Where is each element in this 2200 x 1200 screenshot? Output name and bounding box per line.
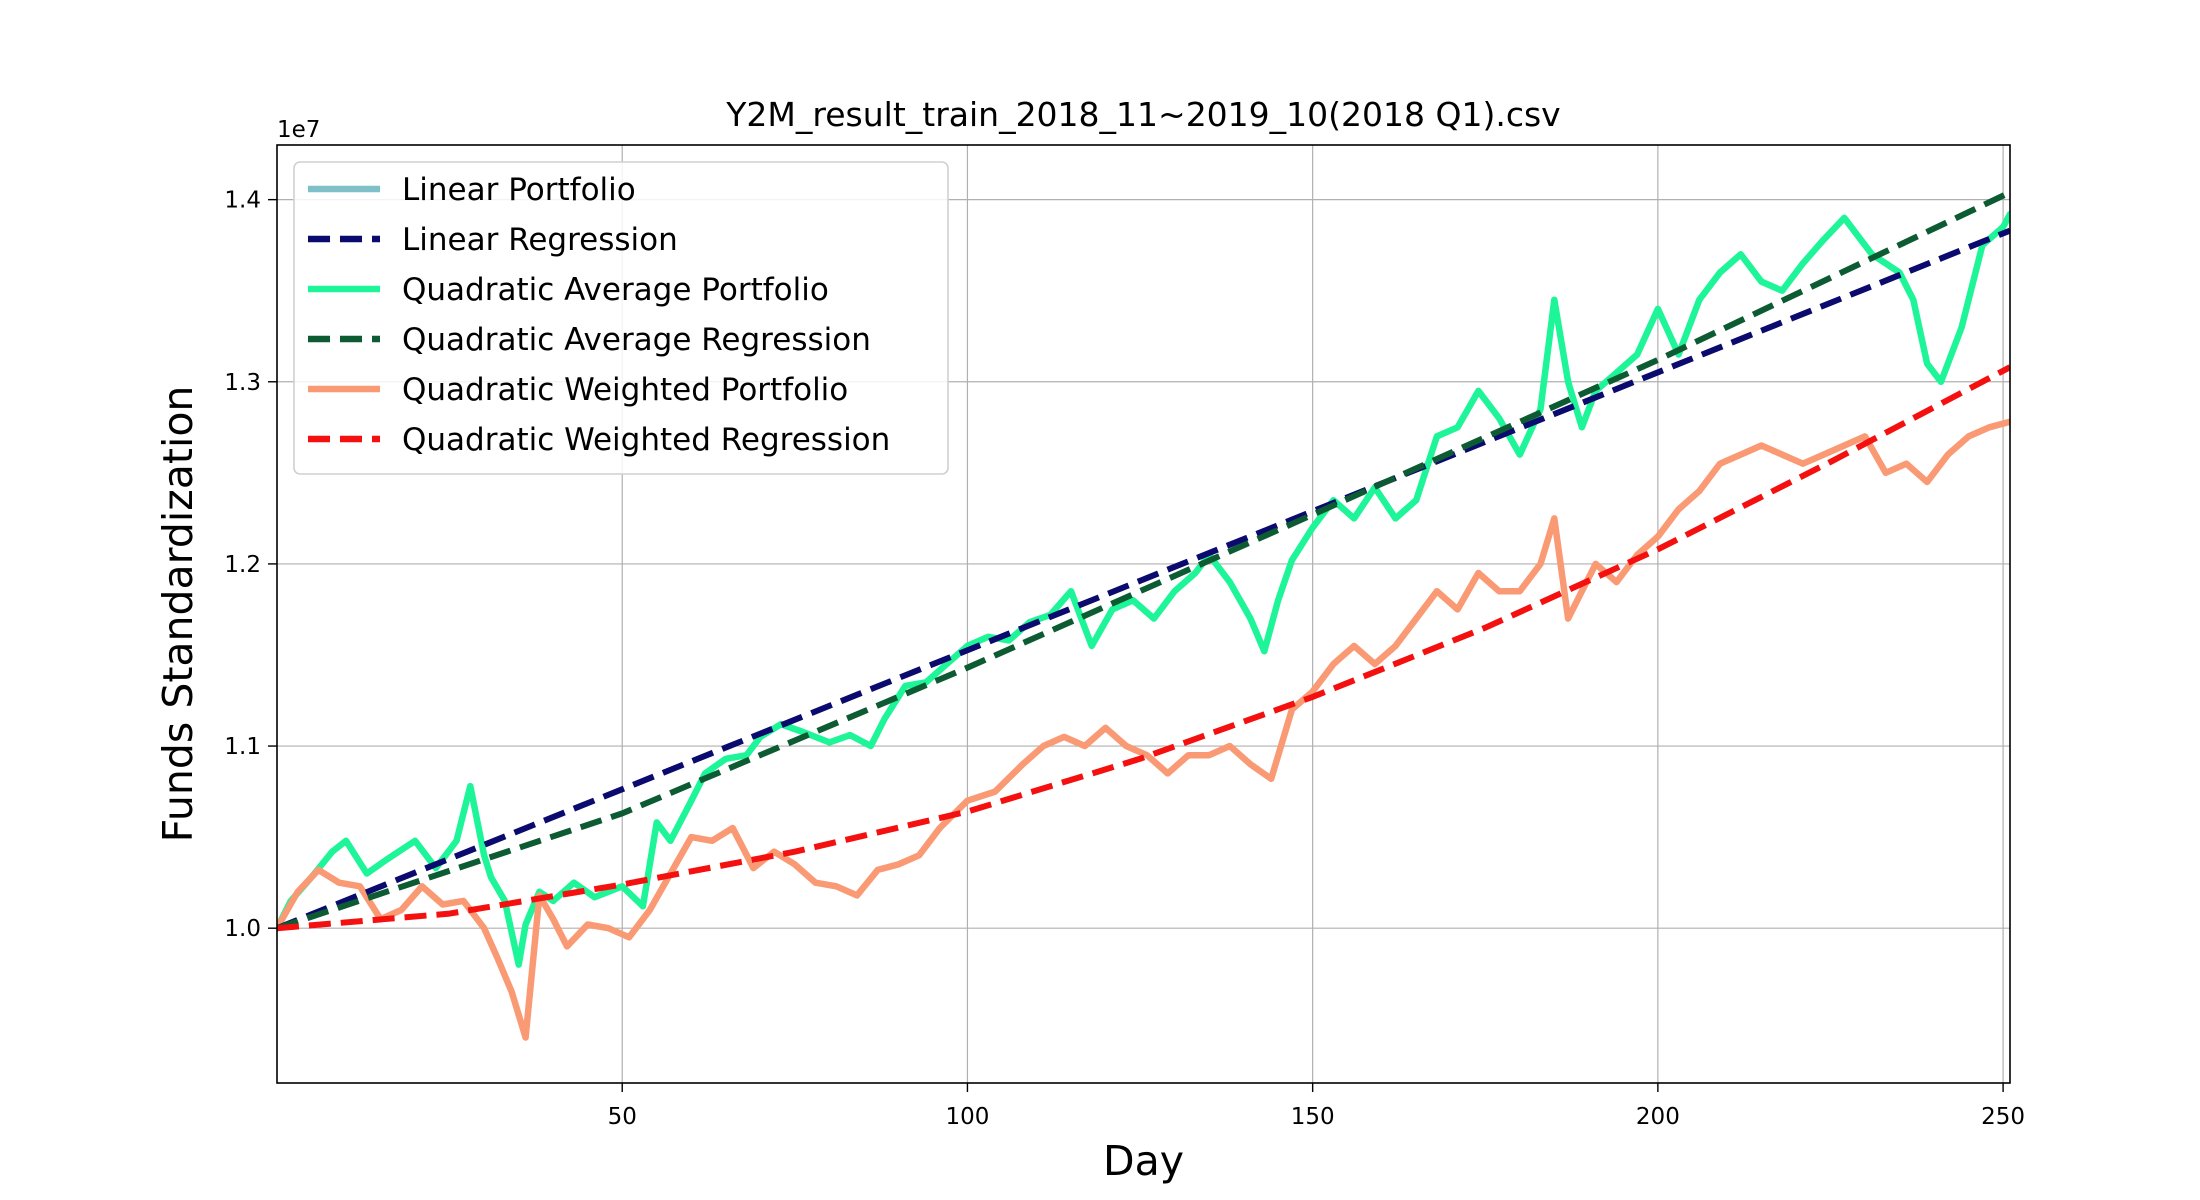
legend-entry-label: Quadratic Average Regression <box>402 322 871 358</box>
legend-entry-label: Quadratic Weighted Portfolio <box>402 372 848 408</box>
x-axis-label: Day <box>1103 1137 1184 1185</box>
x-tick-label: 250 <box>1981 1104 2025 1130</box>
plot-frame <box>276 144 2011 1084</box>
x-tick-label: 100 <box>945 1104 989 1130</box>
y-axis-offset-label: 1e7 <box>277 117 320 143</box>
y-tick-label: 1.0 <box>224 916 261 942</box>
legend-entry-label: Linear Regression <box>402 222 678 258</box>
series-layer <box>277 189 2010 1041</box>
x-tick-label: 200 <box>1636 1104 1680 1130</box>
legend: Linear Portfolio Linear Regression Quadrat… <box>293 161 949 475</box>
series-line-quadratic-weighted-regression <box>277 364 2010 932</box>
legend-entry-label: Linear Portfolio <box>402 172 636 208</box>
y-axis-label: Funds Standardization <box>154 386 202 843</box>
x-tick-label: 150 <box>1291 1104 1335 1130</box>
y-tick-label: 1.1 <box>224 734 261 760</box>
x-tick-label: 50 <box>608 1104 637 1130</box>
y-tick-label: 1.3 <box>224 370 261 396</box>
series-line-linear-regression <box>277 227 2010 931</box>
y-tick-label: 1.2 <box>224 552 261 578</box>
legend-entry-label: Quadratic Weighted Regression <box>402 422 890 458</box>
grid <box>277 145 2010 1083</box>
legend-box <box>293 161 949 475</box>
series-line-quadratic-average-portfolio <box>277 210 2010 968</box>
y-tick-label: 1.4 <box>224 188 261 214</box>
chart-title: Y2M_result_train_2018_11~2019_10(2018 Q1… <box>725 95 1560 134</box>
legend-entry-label: Quadratic Average Portfolio <box>402 272 829 308</box>
series-line-quadratic-average-regression <box>277 189 2010 932</box>
series-line-quadratic-weighted-portfolio <box>277 418 2010 1041</box>
tick-layer: 50 100 150 200 250 1.0 1.1 1.2 1.3 1.4 <box>224 188 2025 1130</box>
